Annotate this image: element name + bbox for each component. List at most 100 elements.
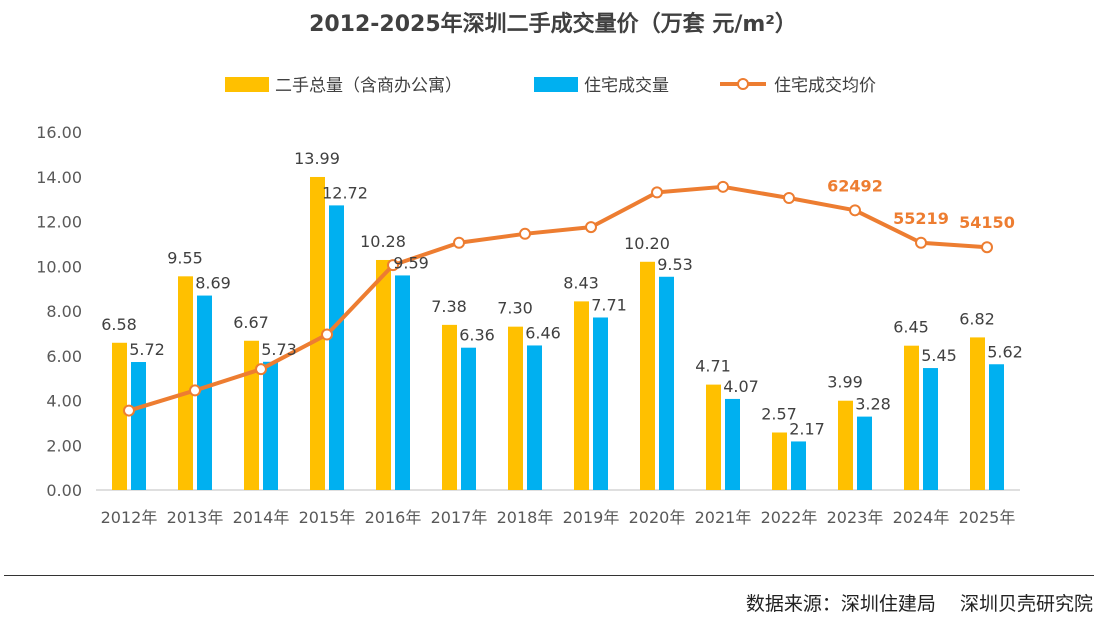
bar-total xyxy=(376,259,391,490)
x-tick-label: 2022年 xyxy=(761,508,818,527)
bar-residential xyxy=(527,345,542,490)
data-label-total: 6.45 xyxy=(893,318,929,337)
bar-total xyxy=(904,345,919,490)
data-label-total: 13.99 xyxy=(294,149,340,168)
price-point xyxy=(981,241,993,254)
data-label-total: 6.82 xyxy=(959,309,995,328)
bar-total xyxy=(838,400,853,490)
y-tick-label: 16.00 xyxy=(36,123,82,142)
data-label-total: 6.58 xyxy=(101,315,137,334)
x-tick-label: 2016年 xyxy=(365,508,422,527)
price-point xyxy=(387,259,399,272)
bar-total xyxy=(244,340,259,490)
chart-title: 2012-2025年深圳二手成交量价（万套 元/m²） xyxy=(309,11,797,37)
bar-residential xyxy=(395,275,410,490)
data-label-residential: 7.71 xyxy=(591,295,627,314)
data-label-total: 8.43 xyxy=(563,273,599,292)
bar-residential xyxy=(857,416,872,490)
price-point xyxy=(123,404,135,417)
price-point xyxy=(453,236,465,249)
price-label: 55219 xyxy=(893,209,949,228)
y-tick-label: 12.00 xyxy=(36,213,82,232)
bar-residential xyxy=(725,398,740,490)
x-tick-label: 2020年 xyxy=(629,508,686,527)
data-label-residential: 5.72 xyxy=(129,340,165,359)
data-label-residential: 9.53 xyxy=(657,255,693,274)
legend: 二手总量（含商办公寓） 住宅成交量 住宅成交均价 xyxy=(225,76,876,96)
bar-residential xyxy=(923,368,938,490)
price-point xyxy=(585,221,597,234)
bar-residential xyxy=(791,441,806,490)
y-tick-label: 6.00 xyxy=(46,347,82,366)
data-label-residential: 6.46 xyxy=(525,323,561,342)
y-tick-label: 8.00 xyxy=(46,302,82,321)
x-tick-label: 2021年 xyxy=(695,508,752,527)
price-label: 54150 xyxy=(959,213,1015,232)
y-tick-label: 10.00 xyxy=(36,257,82,276)
data-label-total: 7.30 xyxy=(497,299,533,318)
data-label-residential: 12.72 xyxy=(322,183,368,202)
x-tick-label: 2014年 xyxy=(233,508,290,527)
data-label-residential: 9.59 xyxy=(393,253,429,272)
data-label-total: 4.71 xyxy=(695,357,731,376)
plot-area: 0.00 2.00 4.00 6.00 8.00 10.00 12.00 14.00 16.00… xyxy=(36,123,1023,527)
price-point xyxy=(651,186,663,199)
x-tick-label: 2017年 xyxy=(431,508,488,527)
legend-swatch-total xyxy=(225,77,269,92)
bar-total xyxy=(574,301,589,490)
bar-residential xyxy=(461,347,476,490)
bar-residential xyxy=(131,362,146,490)
source-note: 数据来源：深圳住建局 深圳贝壳研究院 xyxy=(745,593,1093,615)
price-point xyxy=(321,328,333,341)
y-tick-label: 2.00 xyxy=(46,436,82,455)
data-label-residential: 8.69 xyxy=(195,274,231,293)
legend-swatch-price-marker xyxy=(737,78,749,90)
x-tick-label: 2024年 xyxy=(893,508,950,527)
price-label: 62492 xyxy=(827,176,883,195)
data-label-residential: 4.07 xyxy=(723,377,759,396)
data-label-total: 2.57 xyxy=(761,404,797,423)
data-label-residential: 6.36 xyxy=(459,326,495,345)
price-point xyxy=(783,192,795,205)
data-label-residential: 5.45 xyxy=(921,346,957,365)
bar-total xyxy=(178,276,193,490)
bar-total xyxy=(970,337,985,490)
price-line xyxy=(128,184,988,413)
bar-total xyxy=(640,261,655,490)
bar-residential xyxy=(659,276,674,490)
data-label-total: 9.55 xyxy=(167,248,203,267)
x-tick-label: 2019年 xyxy=(563,508,620,527)
x-tick-label: 2012年 xyxy=(101,508,158,527)
bar-total xyxy=(772,432,787,490)
legend-label-price: 住宅成交均价 xyxy=(774,76,876,96)
data-label-residential: 5.62 xyxy=(987,342,1023,361)
price-point xyxy=(915,236,927,249)
chart: 2012-2025年深圳二手成交量价（万套 元/m²） 二手总量（含商办公寓） … xyxy=(36,11,1023,527)
legend-label-total: 二手总量（含商办公寓） xyxy=(275,76,462,96)
bar-residential xyxy=(197,295,212,490)
data-label-total: 10.20 xyxy=(624,234,670,253)
bar-residential xyxy=(989,364,1004,490)
bar-total xyxy=(442,324,457,490)
price-point xyxy=(519,227,531,240)
data-label-total: 7.38 xyxy=(431,297,467,316)
x-tick-label: 2023年 xyxy=(827,508,884,527)
y-tick-label: 4.00 xyxy=(46,392,82,411)
price-point xyxy=(255,363,267,376)
bar-total xyxy=(508,326,523,490)
price-point xyxy=(849,204,861,217)
bar-residential xyxy=(593,317,608,490)
data-label-total: 3.99 xyxy=(827,373,863,392)
legend-swatch-residential xyxy=(534,77,578,92)
data-label-total: 10.28 xyxy=(360,232,406,251)
bar-residential xyxy=(263,361,278,490)
data-label-residential: 2.17 xyxy=(789,419,825,438)
y-tick-label: 0.00 xyxy=(46,481,82,500)
price-point xyxy=(717,180,729,193)
divider xyxy=(4,575,1094,576)
bar-total xyxy=(310,176,325,490)
bar-residential xyxy=(329,205,344,490)
bar-total xyxy=(706,384,721,490)
data-label-residential: 5.73 xyxy=(261,340,297,359)
y-tick-label: 14.00 xyxy=(36,168,82,187)
